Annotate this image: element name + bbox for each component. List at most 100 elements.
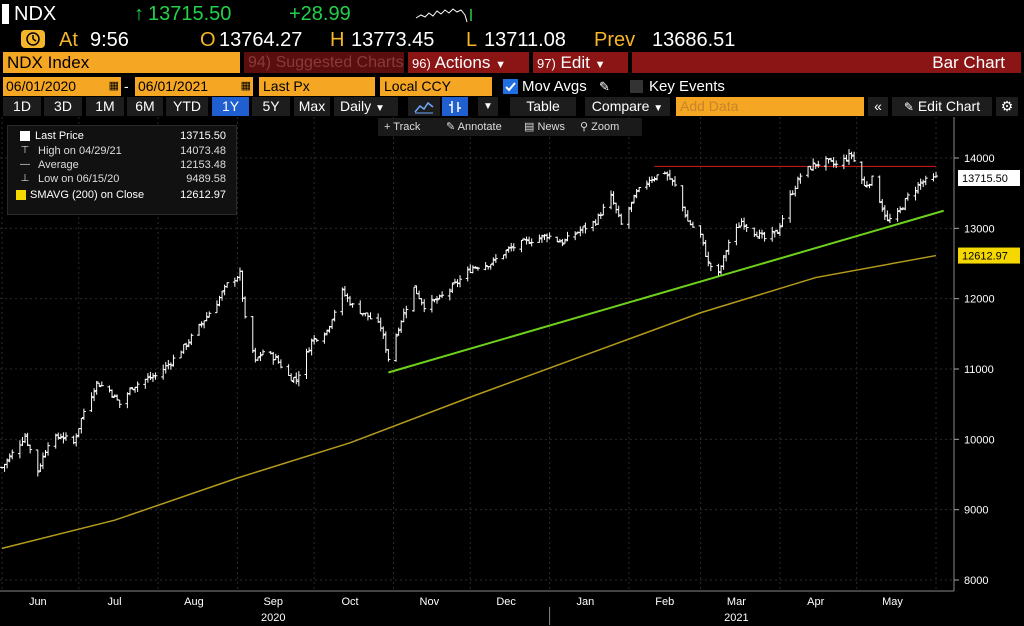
chart-legend: Last Price 13715.50 ⊤ High on 04/29/21 1… xyxy=(7,125,237,215)
pencil-icon[interactable]: ✎ xyxy=(599,79,610,94)
sma-tag-label: 12612.97 xyxy=(962,251,1008,263)
calendar-icon[interactable]: ▦ xyxy=(240,80,251,92)
annotate-tool[interactable]: ✎ Annotate xyxy=(446,118,502,136)
ohlc-bar-icon xyxy=(449,101,461,113)
collapse-icon[interactable]: « xyxy=(868,97,888,116)
y-tick-label: 12000 xyxy=(964,294,995,306)
low-marker-icon: ⊥ xyxy=(20,173,30,184)
frequency-label: Daily xyxy=(340,98,372,114)
suggested-charts-button[interactable]: 94) Suggested Charts xyxy=(244,52,404,73)
legend-last-price-value: 13715.50 xyxy=(180,130,226,142)
prev-value: 13686.51 xyxy=(652,29,736,51)
zoom-label: Zoom xyxy=(591,121,620,133)
legend-average-value: 12153.48 xyxy=(180,159,226,171)
security-field[interactable]: NDX Index xyxy=(3,52,240,73)
high-label: H xyxy=(330,29,345,51)
key-events-checkbox[interactable] xyxy=(630,80,643,93)
last-price: 13715.50 xyxy=(148,3,232,25)
end-date-field[interactable]: 06/01/2021 ▦ xyxy=(135,77,253,96)
annotate-label: Annotate xyxy=(457,121,502,133)
field-select[interactable]: Last Px xyxy=(259,77,375,96)
edit-chart-button[interactable]: ✎ Edit Chart xyxy=(892,97,992,116)
calendar-icon[interactable]: ▦ xyxy=(108,80,119,92)
x-tick-label: Apr xyxy=(807,596,824,608)
key-events-label[interactable]: Key Events xyxy=(649,78,725,95)
chart-type-bar[interactable]: Bar Chart xyxy=(632,52,1021,73)
ticker-symbol: NDX xyxy=(14,3,57,25)
field-text: Last Px xyxy=(263,78,310,94)
quote-header: NDX ↑ 13715.50 +28.99 xyxy=(0,0,1024,28)
period-button-max[interactable]: Max xyxy=(294,97,330,116)
mov-avgs-checkbox[interactable] xyxy=(503,79,518,94)
currency-text: Local CCY xyxy=(384,78,451,94)
up-arrow-icon: ↑ xyxy=(134,3,144,25)
x-tick-label: Jul xyxy=(108,596,122,608)
line-chart-button[interactable] xyxy=(408,97,440,116)
compare-caret-icon: ▼ xyxy=(653,103,664,114)
settings-bar: 06/01/2020 ▦ - 06/01/2021 ▦ Last Px Loca… xyxy=(0,77,1024,97)
chart-style-caret-icon[interactable]: ▼ xyxy=(478,97,498,116)
period-button-6m[interactable]: 6M xyxy=(127,97,163,116)
table-button[interactable]: Table xyxy=(510,97,576,116)
clock-icon xyxy=(21,30,45,48)
news-tool[interactable]: ▤ News xyxy=(524,118,565,136)
open-label: O xyxy=(200,29,216,51)
x-tick-label: Jan xyxy=(577,596,595,608)
period-button-1m[interactable]: 1M xyxy=(86,97,124,116)
start-date-field[interactable]: 06/01/2020 ▦ xyxy=(3,77,121,96)
x-tick-label: Aug xyxy=(184,596,204,608)
quote-time: 9:56 xyxy=(90,29,129,51)
frequency-select[interactable]: Daily ▼ xyxy=(334,97,398,116)
period-button-ytd[interactable]: YTD xyxy=(166,97,208,116)
legend-sma-value: 12612.97 xyxy=(180,189,226,201)
high-value: 13773.45 xyxy=(351,29,435,51)
mov-avgs-label[interactable]: Mov Avgs xyxy=(522,78,587,95)
ohlc-bar: At 9:56 O 13764.27 H 13773.45 L 13711.08… xyxy=(0,28,1024,51)
suggested-charts-number: 94) xyxy=(248,54,272,71)
x-tick-label: May xyxy=(882,596,903,608)
average-marker-icon: — xyxy=(20,159,30,170)
x-tick-label: Dec xyxy=(496,596,516,608)
suggested-charts-label: Suggested Charts xyxy=(275,54,404,71)
legend-sma-label: SMAVG (200) on Close xyxy=(30,189,145,201)
y-tick-label: 11000 xyxy=(964,364,994,376)
actions-menu[interactable]: 96) Actions ▼ xyxy=(408,52,529,73)
security-text: NDX Index xyxy=(7,53,90,72)
sparkline-icon xyxy=(415,8,472,23)
chart-tools-bar: + Track ✎ Annotate ▤ News ⚲ Zoom xyxy=(378,118,642,136)
bar-chart-button[interactable] xyxy=(442,97,468,116)
edit-menu[interactable]: 97) Edit ▼ xyxy=(533,52,628,73)
x-tick-label: Mar xyxy=(727,596,746,608)
add-data-placeholder: Add Data xyxy=(680,98,739,114)
currency-select[interactable]: Local CCY xyxy=(380,77,492,96)
compare-button[interactable]: Compare ▼ xyxy=(585,97,670,116)
legend-low-label: Low on 06/15/20 xyxy=(38,173,120,185)
legend-average: — Average 12153.48 xyxy=(8,158,236,172)
period-button-1d[interactable]: 1D xyxy=(3,97,41,116)
period-bar: 1D 3D 1M 6M YTD 1Y 5Y Max Daily ▼ ▼ Table Compa… xyxy=(0,97,1024,117)
edit-chart-label: Edit Chart xyxy=(917,98,981,114)
legend-last-price: Last Price 13715.50 xyxy=(8,129,236,143)
period-button-5y[interactable]: 5Y xyxy=(252,97,290,116)
zoom-tool[interactable]: ⚲ Zoom xyxy=(580,118,619,136)
support-trendline[interactable] xyxy=(388,209,944,374)
main-toolbar: NDX Index 94) Suggested Charts 96) Actio… xyxy=(0,50,1024,75)
x-year-label: 2020 xyxy=(261,612,285,624)
add-data-input[interactable]: Add Data xyxy=(676,97,864,116)
legend-low-value: 9489.58 xyxy=(186,173,226,185)
track-tool[interactable]: + Track xyxy=(384,118,420,136)
edit-caret-icon: ▼ xyxy=(594,59,606,71)
news-label: News xyxy=(537,121,565,133)
y-tick-label: 9000 xyxy=(964,505,988,517)
gear-icon[interactable]: ⚙ xyxy=(996,97,1018,116)
period-button-1y[interactable]: 1Y xyxy=(212,97,249,116)
open-value: 13764.27 xyxy=(219,29,303,51)
ticker-badge xyxy=(2,4,9,24)
magnifier-icon: ⚲ xyxy=(580,121,589,133)
period-button-3d[interactable]: 3D xyxy=(44,97,82,116)
x-year-label: 2021 xyxy=(724,612,748,624)
legend-high-value: 14073.48 xyxy=(180,145,226,157)
x-tick-label: Sep xyxy=(263,596,283,608)
pencil-icon: ✎ xyxy=(903,100,914,114)
legend-last-price-label: Last Price xyxy=(35,130,84,142)
